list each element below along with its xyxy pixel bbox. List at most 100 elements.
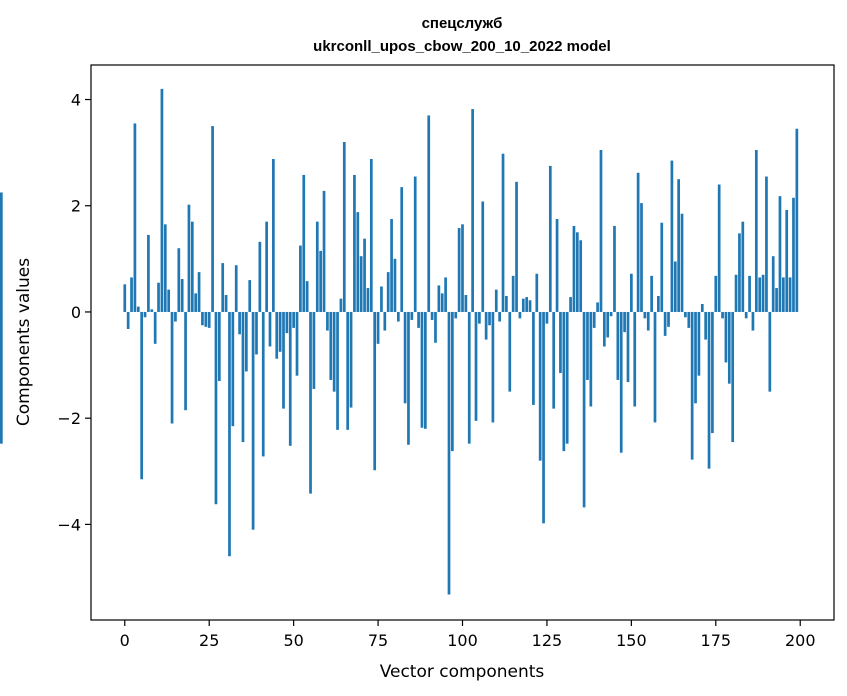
bar bbox=[613, 225, 616, 312]
bar bbox=[407, 311, 410, 445]
bar bbox=[521, 298, 525, 312]
bar bbox=[754, 149, 758, 312]
bar bbox=[150, 309, 154, 312]
bar bbox=[0, 311, 3, 444]
bar bbox=[667, 311, 670, 327]
bar bbox=[464, 294, 468, 312]
bar bbox=[447, 311, 451, 595]
bar bbox=[231, 311, 235, 427]
bar bbox=[309, 311, 312, 494]
bar bbox=[326, 311, 329, 331]
bar bbox=[579, 240, 583, 312]
x-tick-label: 25 bbox=[199, 631, 219, 650]
bar bbox=[332, 311, 336, 392]
bar bbox=[228, 311, 231, 557]
bar bbox=[781, 277, 785, 312]
bar bbox=[305, 281, 309, 312]
bar bbox=[586, 311, 589, 380]
bar bbox=[734, 274, 738, 312]
bar bbox=[133, 123, 137, 312]
chart-title-line-2: ukrconll_upos_cbow_200_10_2022 model bbox=[313, 38, 611, 55]
bar bbox=[548, 165, 552, 312]
bar bbox=[626, 311, 630, 383]
bar bbox=[383, 311, 387, 331]
bar bbox=[140, 311, 144, 480]
y-tick-label: 0 bbox=[71, 303, 81, 322]
bar bbox=[525, 297, 529, 312]
bar bbox=[390, 219, 393, 312]
bar bbox=[481, 201, 485, 312]
bar bbox=[680, 213, 684, 312]
bar bbox=[609, 311, 613, 317]
bar bbox=[714, 275, 718, 312]
bar bbox=[538, 311, 542, 461]
bar bbox=[738, 233, 741, 312]
bar bbox=[322, 190, 326, 312]
bar bbox=[484, 311, 488, 340]
bar bbox=[251, 311, 255, 530]
bar bbox=[180, 279, 184, 312]
bar bbox=[643, 311, 647, 319]
bar bbox=[792, 197, 795, 312]
bar bbox=[606, 311, 610, 338]
bar bbox=[204, 311, 208, 327]
bar bbox=[177, 248, 181, 312]
bar bbox=[211, 126, 214, 312]
bar bbox=[0, 192, 3, 312]
bar bbox=[471, 109, 474, 312]
bar bbox=[366, 288, 370, 312]
bar bbox=[319, 250, 322, 312]
bar bbox=[400, 187, 404, 312]
bar bbox=[498, 311, 501, 322]
bar bbox=[315, 221, 319, 312]
bar bbox=[272, 159, 275, 312]
bar bbox=[245, 311, 248, 372]
bar bbox=[592, 311, 596, 328]
bar bbox=[711, 311, 714, 434]
bar bbox=[342, 142, 346, 312]
bar bbox=[673, 261, 677, 312]
bar bbox=[636, 172, 640, 312]
bar bbox=[386, 272, 390, 312]
bar bbox=[795, 128, 799, 312]
bar bbox=[488, 311, 491, 326]
bar bbox=[508, 311, 512, 392]
bar bbox=[288, 311, 292, 446]
bar bbox=[396, 311, 400, 322]
bar bbox=[630, 273, 633, 312]
bar bbox=[670, 160, 674, 312]
bar bbox=[478, 311, 481, 324]
bar bbox=[353, 174, 356, 312]
plot-area-frame bbox=[90, 64, 835, 621]
bar bbox=[312, 311, 316, 389]
bar bbox=[170, 311, 174, 424]
bar bbox=[727, 311, 731, 384]
bar bbox=[535, 273, 539, 312]
bar bbox=[201, 311, 204, 326]
bar bbox=[684, 311, 687, 318]
bar bbox=[569, 297, 572, 312]
chart-title-line-1: спецслужб bbox=[422, 15, 503, 32]
bar bbox=[221, 263, 225, 312]
x-tick-label: 50 bbox=[283, 631, 303, 650]
x-axis-label: Vector components bbox=[380, 662, 545, 682]
bar bbox=[704, 311, 708, 340]
bar bbox=[707, 311, 711, 469]
bar bbox=[285, 311, 289, 334]
bar bbox=[751, 311, 755, 331]
bar bbox=[694, 311, 697, 404]
bar bbox=[214, 311, 218, 505]
y-tick-label: 2 bbox=[71, 197, 81, 216]
y-tick-label: 4 bbox=[71, 91, 81, 110]
x-tick-label: 100 bbox=[447, 631, 478, 650]
bar bbox=[282, 311, 285, 409]
y-axis-ticks: −4 −2 0 2 4 bbox=[57, 91, 91, 534]
bar bbox=[437, 285, 441, 312]
bar bbox=[248, 280, 252, 312]
bar bbox=[153, 311, 157, 344]
bar bbox=[532, 311, 535, 405]
bar bbox=[623, 311, 626, 333]
